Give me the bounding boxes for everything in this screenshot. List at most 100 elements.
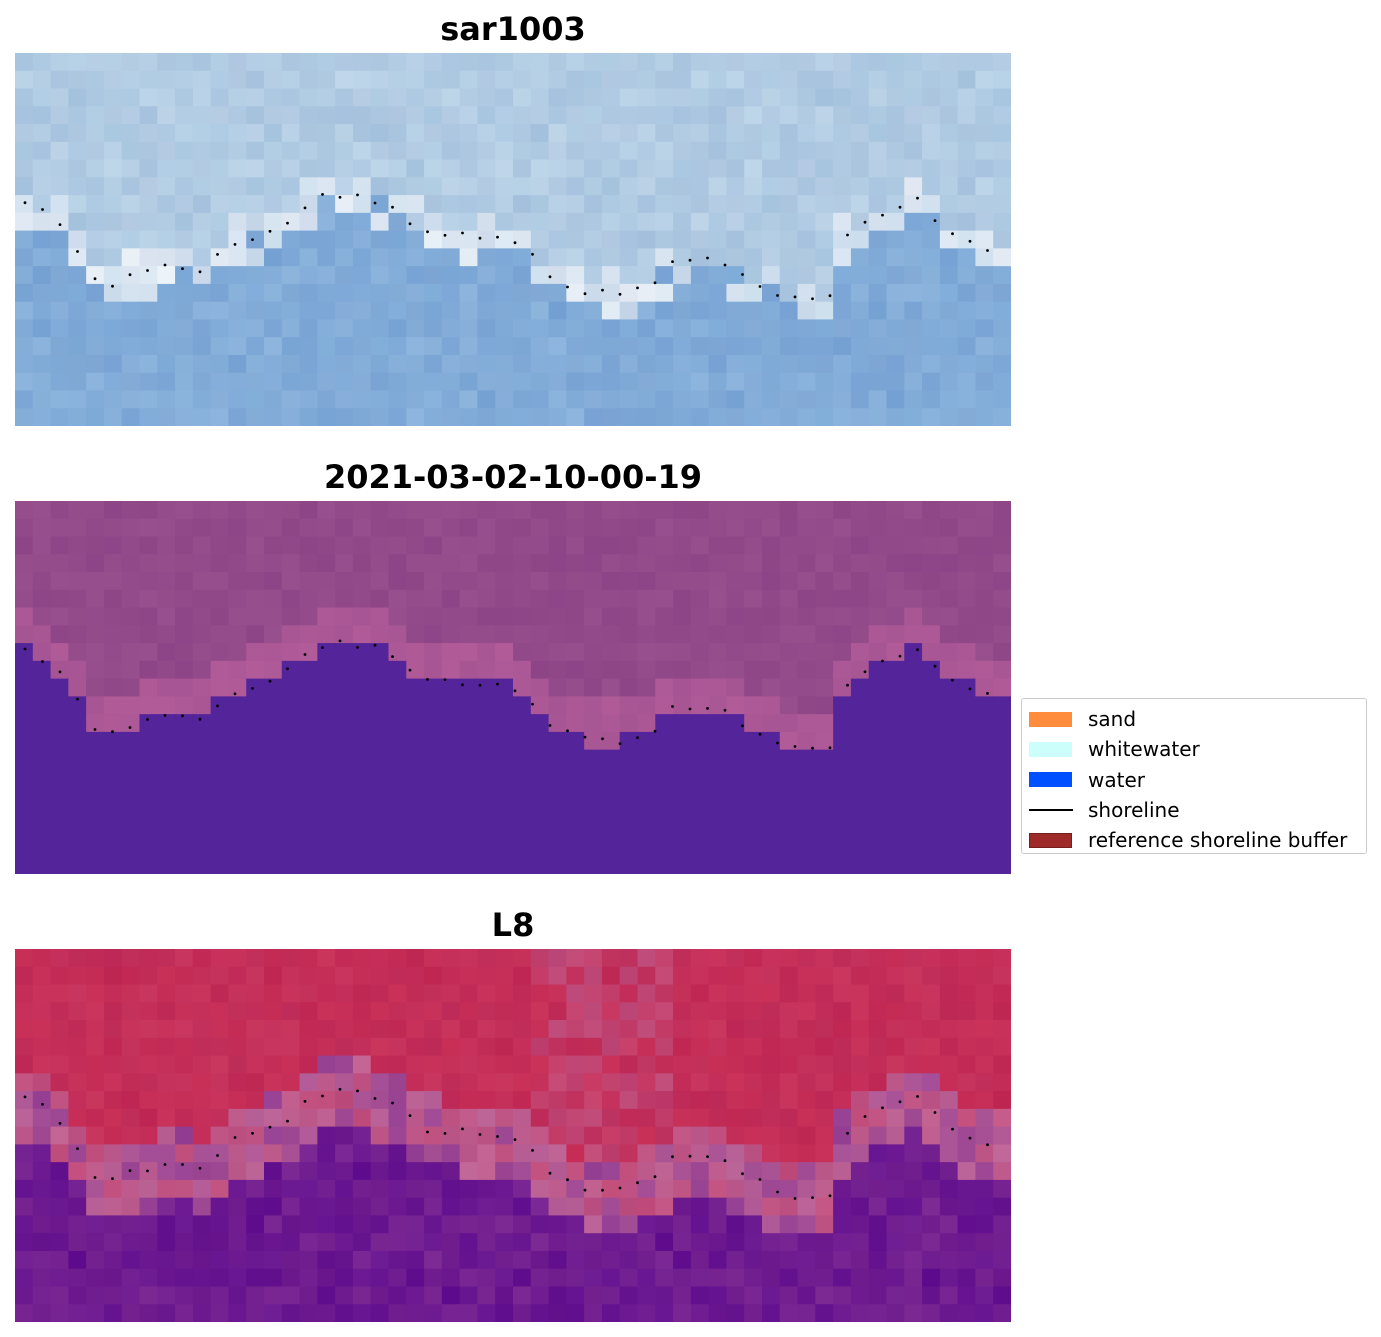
l8-pixel — [886, 949, 905, 968]
l8-pixel — [993, 1233, 1011, 1252]
sar-pixel — [50, 230, 69, 249]
classified-pixel — [797, 554, 816, 573]
classified-pixel — [281, 643, 301, 662]
classified-pixel — [32, 678, 52, 697]
classified-pixel — [850, 696, 870, 715]
classified-pixel — [904, 820, 923, 840]
l8-pixel — [637, 1144, 656, 1163]
classified-pixel — [246, 856, 265, 874]
l8-pixel — [424, 1073, 443, 1092]
l8-pixel — [619, 1268, 639, 1288]
l8-pixel — [68, 1091, 87, 1110]
l8-pixel — [850, 1268, 870, 1288]
sar-pixel — [103, 177, 123, 196]
l8-pixel — [459, 1304, 479, 1322]
sar-pixel — [175, 195, 194, 214]
l8-pixel — [103, 1162, 123, 1181]
classified-pixel — [548, 678, 567, 697]
l8-pixel — [619, 1162, 639, 1181]
l8-pixel — [708, 1144, 728, 1163]
l8-pixel — [619, 1179, 639, 1199]
sar-pixel — [957, 372, 977, 392]
sar-pixel — [513, 354, 532, 374]
sar-pixel — [192, 372, 212, 392]
classified-pixel — [86, 554, 105, 573]
classified-pixel — [637, 625, 656, 644]
l8-pixel — [886, 1108, 905, 1128]
shoreline-point — [268, 229, 272, 233]
sar-pixel — [868, 141, 888, 161]
l8-pixel — [815, 1304, 834, 1322]
classified-pixel — [762, 714, 781, 733]
classified-pixel — [513, 714, 532, 733]
shoreline-point — [496, 1135, 499, 1138]
sar-pixel — [68, 159, 87, 178]
sar-pixel — [797, 212, 816, 232]
l8-pixel — [548, 1250, 567, 1270]
classified-pixel — [868, 660, 888, 680]
classified-pixel — [281, 696, 301, 715]
sar-pixel — [299, 159, 318, 178]
shoreline-point — [916, 1095, 919, 1098]
classified-pixel — [175, 660, 194, 680]
classified-pixel — [352, 731, 372, 751]
classified-pixel — [815, 501, 834, 520]
classified-pixel — [939, 767, 959, 786]
sar-pixel — [762, 212, 781, 232]
sar-pixel — [459, 141, 479, 161]
l8-pixel — [886, 1073, 905, 1092]
classified-pixel — [619, 678, 639, 697]
l8-pixel — [530, 1197, 550, 1217]
classified-pixel — [655, 572, 674, 591]
sar-pixel — [584, 390, 603, 409]
classified-pixel — [441, 856, 461, 874]
classified-pixel — [673, 696, 692, 715]
l8-pixel — [850, 1055, 870, 1074]
l8-pixel — [708, 1002, 728, 1021]
classified-pixel — [32, 696, 52, 715]
l8-pixel — [441, 984, 461, 1003]
l8-pixel — [281, 1091, 301, 1110]
classified-pixel — [762, 518, 781, 538]
classified-pixel — [833, 856, 852, 874]
sar-pixel — [922, 248, 941, 267]
l8-pixel — [530, 984, 550, 1003]
sar-pixel — [192, 53, 212, 72]
classified-pixel — [957, 572, 977, 591]
sar-pixel — [441, 124, 461, 143]
sar-pixel — [904, 88, 923, 107]
l8-pixel — [15, 1268, 34, 1288]
l8-pixel — [868, 1179, 888, 1199]
sar-pixel — [335, 177, 354, 196]
l8-pixel — [281, 1233, 301, 1252]
l8-pixel — [228, 949, 247, 968]
classified-pixel — [388, 607, 407, 626]
classified-pixel — [744, 749, 763, 769]
l8-pixel — [513, 1233, 532, 1252]
l8-pixel — [886, 1091, 905, 1110]
l8-pixel — [121, 1144, 141, 1163]
l8-pixel — [210, 1250, 230, 1270]
sar-pixel — [68, 337, 87, 356]
sar-pixel — [246, 195, 265, 214]
classified-pixel — [86, 820, 105, 840]
classified-pixel — [584, 589, 603, 609]
l8-pixel — [726, 1108, 745, 1128]
sar-pixel — [655, 248, 674, 267]
l8-pixel — [317, 1286, 336, 1305]
l8-pixel — [673, 1162, 692, 1181]
sar-pixel — [922, 141, 941, 161]
l8-pixel — [513, 1250, 532, 1270]
l8-pixel — [335, 1250, 354, 1270]
sar-pixel — [228, 212, 247, 232]
l8-pixel — [904, 1020, 923, 1039]
l8-pixel — [584, 1179, 603, 1199]
l8-pixel — [370, 1304, 390, 1322]
l8-pixel — [690, 1091, 710, 1110]
classified-pixel — [370, 660, 390, 680]
classified-pixel — [139, 625, 158, 644]
l8-pixel — [566, 1091, 585, 1110]
l8-pixel — [779, 1126, 799, 1145]
l8-pixel — [584, 1304, 603, 1322]
classified-pixel — [86, 856, 105, 874]
